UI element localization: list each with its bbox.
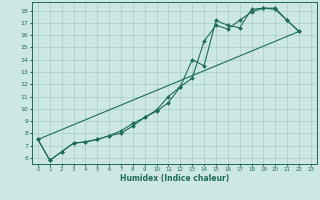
X-axis label: Humidex (Indice chaleur): Humidex (Indice chaleur) xyxy=(120,174,229,183)
